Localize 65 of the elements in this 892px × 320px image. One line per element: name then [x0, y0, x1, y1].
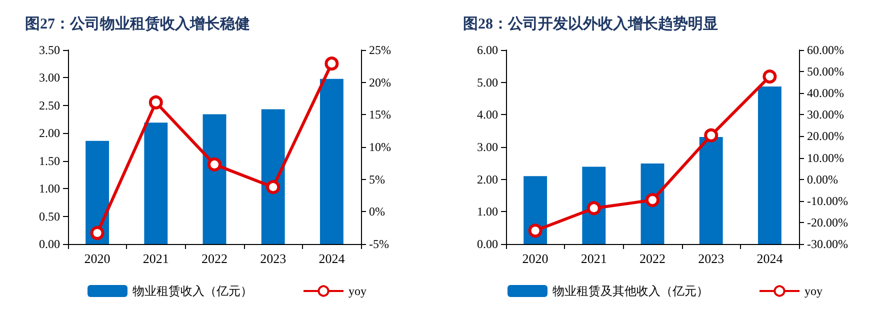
x-tick-label: 2024: [318, 251, 346, 266]
point: [762, 70, 777, 84]
y2-tick-label: -30.00%: [807, 237, 848, 251]
y2-tick-label: 20.00%: [807, 129, 844, 144]
y2-tick-label: -10.00%: [807, 194, 848, 208]
chart-title: 图27：公司物业租赁收入增长稳健: [25, 16, 250, 32]
bar: [261, 109, 285, 244]
bar: [320, 78, 344, 244]
point: [148, 95, 163, 110]
y-tick-label: 1.00: [477, 204, 498, 219]
point: [266, 180, 280, 194]
y2-tick-label: 20%: [369, 75, 391, 90]
x-tick-label: 2022: [202, 251, 228, 266]
legend-label: 物业租赁收入（亿元）: [132, 284, 252, 298]
bar: [202, 114, 226, 244]
y-tick-label: 3.50: [39, 43, 60, 57]
y2-tick-label: 0%: [369, 204, 385, 219]
bar: [86, 140, 110, 244]
legend-label: yoy: [804, 284, 822, 298]
x-tick-label: 2021: [580, 251, 607, 266]
chart-title: 图28：公司开发以外收入增长趋势明显: [463, 16, 718, 32]
legend-label: 物业租赁及其他收入（亿元）: [552, 284, 708, 298]
y-tick-label: 3.00: [477, 140, 498, 154]
point: [90, 226, 104, 240]
y2-tick-label: -5%: [369, 237, 389, 251]
y2-tick-label: 10.00%: [807, 150, 844, 165]
y2-tick-label: 15%: [369, 108, 391, 122]
point: [704, 128, 718, 142]
y-tick-label: 2.00: [477, 172, 498, 186]
y-tick-label: 0.00: [39, 237, 60, 251]
y-tick-label: 6.00: [477, 43, 498, 57]
x-tick-label: 2021: [142, 251, 169, 266]
x-tick-label: 2020: [522, 251, 548, 266]
y2-tick-label: 30.00%: [807, 108, 844, 122]
y-tick-label: 3.00: [39, 70, 60, 85]
x-tick-label: 2023: [260, 251, 286, 266]
y-tick-label: 0.00: [477, 237, 498, 251]
point: [208, 157, 222, 172]
bar: [758, 86, 782, 244]
y-tick-label: 2.50: [39, 98, 60, 112]
legend-label: yoy: [348, 284, 366, 298]
point: [646, 193, 660, 208]
y-tick-label: 1.50: [39, 154, 60, 168]
y2-tick-label: 40.00%: [807, 86, 844, 100]
bar: [144, 122, 168, 244]
point: [324, 56, 339, 71]
x-tick-label: 2020: [84, 251, 110, 266]
y2-tick-label: 5%: [369, 172, 385, 186]
bar: [699, 136, 723, 244]
y-tick-label: 4.00: [477, 108, 498, 122]
y2-tick-label: 50.00%: [807, 64, 844, 79]
y2-tick-label: 25%: [369, 43, 391, 57]
y2-tick-label: 0.00%: [807, 172, 838, 186]
y-tick-label: 5.00: [477, 75, 498, 90]
y-tick-label: 2.00: [39, 126, 60, 140]
y2-tick-label: 60.00%: [807, 43, 844, 57]
point: [586, 201, 601, 216]
x-tick-label: 2023: [698, 251, 724, 266]
point: [528, 224, 542, 238]
x-tick-label: 2022: [640, 251, 666, 266]
y-tick-label: 1.00: [39, 182, 60, 196]
y2-tick-label: 10%: [369, 140, 391, 154]
y-tick-label: 0.50: [39, 209, 60, 224]
y2-tick-label: -20.00%: [807, 215, 848, 230]
x-tick-label: 2024: [756, 251, 784, 266]
